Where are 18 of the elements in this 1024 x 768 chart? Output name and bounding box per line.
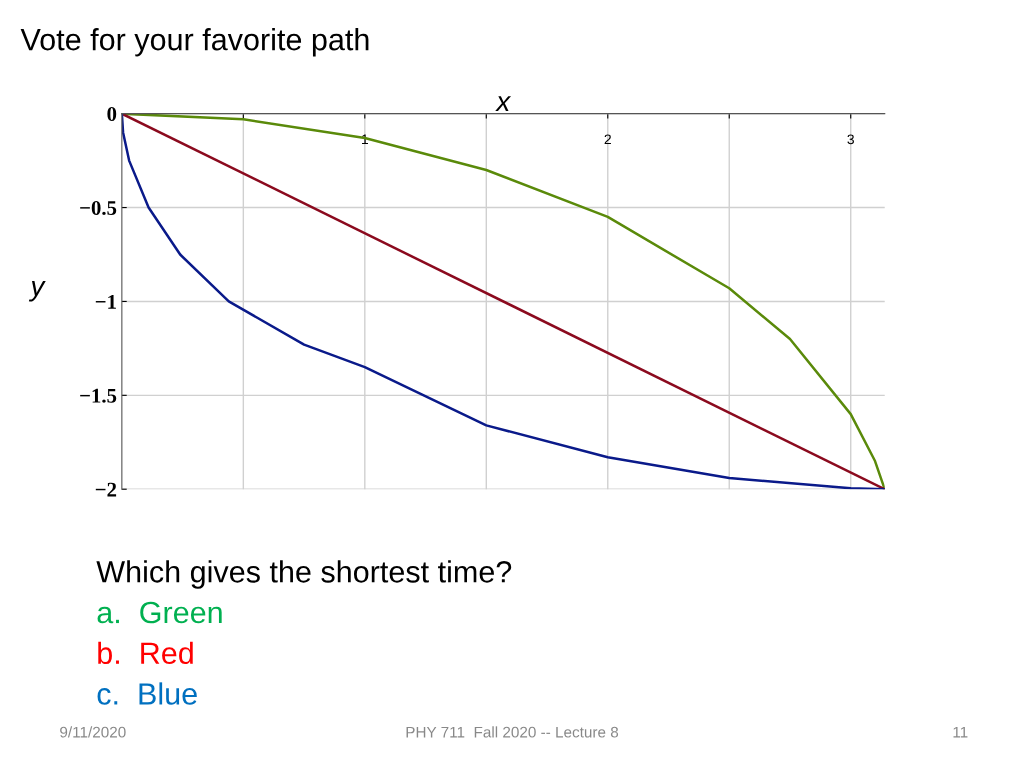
text: 11 <box>953 726 968 738</box>
text: PHY 711 Fall 2020 -- Lecture 8 <box>406 726 619 738</box>
chart-title: Vote for your favorite path <box>20 28 369 57</box>
text: Which gives the shortest time? <box>96 560 512 589</box>
y-tick-label: 0 <box>107 107 117 122</box>
y-tick-label: −1 <box>95 294 116 309</box>
text: c. Blue <box>97 682 197 705</box>
y-axis-title: y <box>28 281 46 302</box>
text: a. Green <box>97 601 222 624</box>
y-tick-label: −1.5 <box>80 388 117 403</box>
x-axis-title: x <box>495 96 512 111</box>
x-tick-label: 2 <box>604 134 611 145</box>
text: 9/11/2020 <box>60 726 126 738</box>
line-series <box>121 113 885 490</box>
y-tick-label: −0.5 <box>80 200 117 216</box>
x-tick-label: 3 <box>847 134 854 145</box>
text: b. Red <box>98 641 193 665</box>
y-tick-label: −2 <box>95 482 117 497</box>
